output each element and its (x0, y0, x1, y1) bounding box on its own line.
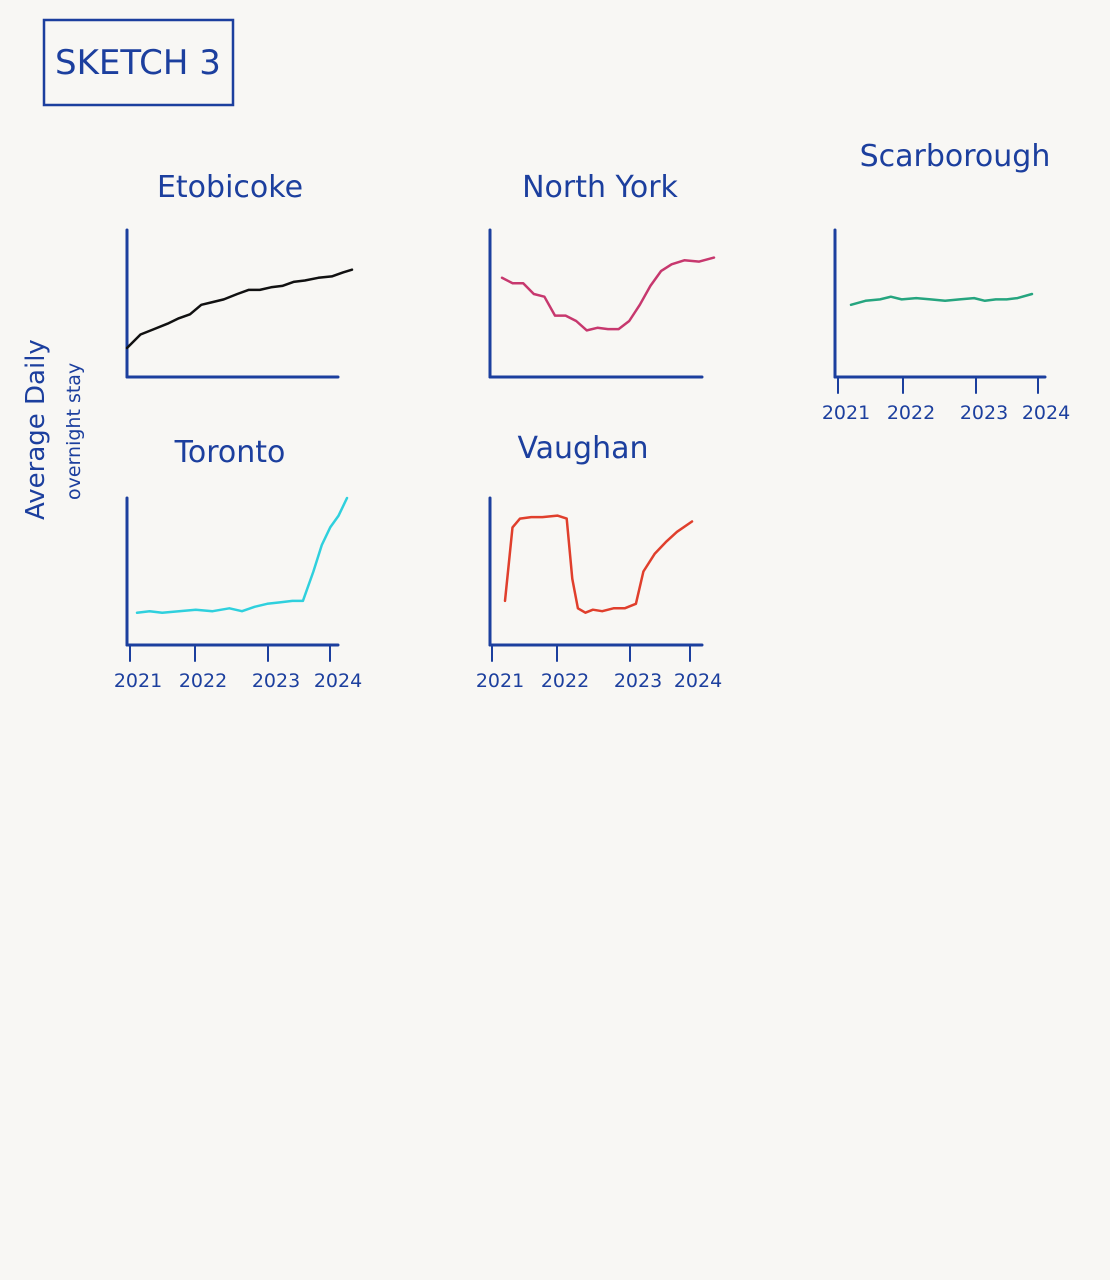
x-tick-label: 2022 (179, 670, 227, 692)
x-tick-label: 2023 (960, 402, 1008, 424)
sketch-title-box (42, 18, 235, 107)
sketch-title: SKETCH 3 (55, 43, 221, 83)
x-tick-label: 2024 (674, 670, 722, 692)
chart-panel: Scarborough 2021 2022 2023 2024 (822, 139, 1070, 424)
chart-panel: North York (488, 170, 716, 379)
series-line (500, 256, 716, 332)
chart-title: Vaughan (517, 431, 648, 466)
y-axis-label-line2: overnight stay (63, 363, 85, 500)
chart-panel: Toronto 2021 2022 2023 2024 (114, 435, 362, 692)
x-tick-label: 2023 (252, 670, 300, 692)
chart-panels: Etobicoke North York Scarborough 2021 2022 20… (114, 139, 1070, 692)
chart-panel: Vaughan 2021 2022 2023 2024 (476, 431, 722, 692)
x-tick-label: 2021 (476, 670, 524, 692)
x-tick-label: 2022 (541, 670, 589, 692)
x-tick-label: 2021 (822, 402, 870, 424)
x-tick-label: 2021 (114, 670, 162, 692)
series-line (135, 496, 349, 614)
chart-title: Etobicoke (157, 170, 303, 205)
x-tick-label: 2024 (1022, 402, 1070, 424)
series-line (849, 292, 1034, 307)
chart-title: Toronto (174, 435, 286, 470)
y-axis-label-line1: Average Daily (21, 339, 51, 520)
x-tick-label: 2023 (614, 670, 662, 692)
series-line (503, 514, 694, 614)
series-line (125, 268, 354, 350)
x-tick-label: 2022 (887, 402, 935, 424)
chart-title: Scarborough (860, 139, 1051, 174)
chart-title: North York (522, 170, 678, 205)
chart-panel: Etobicoke (125, 170, 354, 379)
x-tick-label: 2024 (314, 670, 362, 692)
